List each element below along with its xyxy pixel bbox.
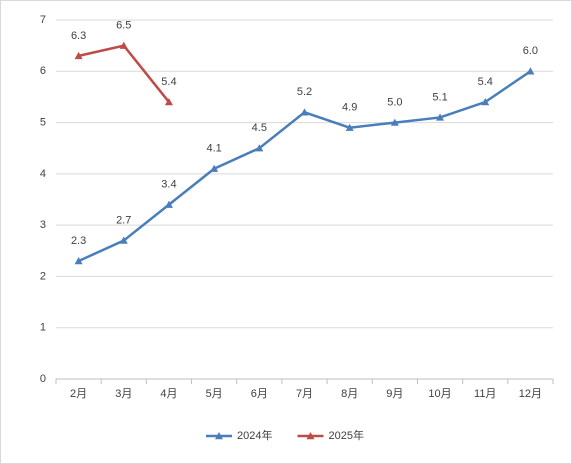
legend-label: 2024年 <box>237 428 272 442</box>
data-label: 5.4 <box>161 76 176 88</box>
data-label: 5.1 <box>432 91 447 103</box>
x-tick-label: 10月 <box>428 388 451 400</box>
y-tick-label: 0 <box>40 373 46 385</box>
point-marker <box>436 113 445 121</box>
point-marker <box>74 257 83 265</box>
point-marker <box>526 67 535 75</box>
point-marker <box>390 118 399 126</box>
data-label: 6.3 <box>71 30 86 42</box>
point-marker <box>255 144 264 152</box>
x-tick-label: 11月 <box>474 388 496 400</box>
data-label: 2.7 <box>116 214 131 226</box>
x-tick-label: 9月 <box>386 388 403 400</box>
data-label: 4.1 <box>206 143 221 155</box>
x-tick-label: 5月 <box>206 388 223 400</box>
data-label: 4.5 <box>252 122 267 134</box>
x-tick-label: 2月 <box>70 388 87 400</box>
data-label: 5.2 <box>297 86 312 98</box>
legend-label: 2025年 <box>328 428 363 442</box>
y-tick-label: 1 <box>40 322 46 334</box>
point-marker <box>119 41 128 49</box>
x-tick-label: 12月 <box>519 388 542 400</box>
x-tick-label: 4月 <box>160 388 177 400</box>
point-marker <box>119 236 128 244</box>
y-tick-label: 2 <box>40 270 46 282</box>
y-tick-label: 6 <box>40 65 46 77</box>
legend-marker <box>306 432 315 440</box>
y-tick-label: 4 <box>40 168 46 180</box>
data-label: 5.0 <box>387 96 402 108</box>
point-marker <box>481 98 490 106</box>
x-tick-label: 7月 <box>296 388 313 400</box>
point-marker <box>210 164 219 172</box>
x-tick-label: 8月 <box>341 388 358 400</box>
data-label: 4.9 <box>342 102 357 114</box>
point-marker <box>74 51 83 60</box>
point-marker <box>164 200 173 208</box>
point-marker <box>300 108 309 116</box>
data-label: 2.3 <box>71 235 86 247</box>
x-tick-label: 3月 <box>115 388 132 400</box>
point-marker <box>164 98 173 106</box>
data-label: 6.0 <box>523 45 538 57</box>
legend-marker <box>215 432 223 440</box>
y-tick-label: 7 <box>40 14 46 26</box>
data-label: 3.4 <box>161 179 176 191</box>
y-tick-label: 3 <box>40 219 46 231</box>
point-marker <box>345 123 354 131</box>
y-tick-label: 5 <box>40 116 46 128</box>
x-tick-label: 6月 <box>251 388 268 400</box>
data-label: 5.4 <box>478 76 493 88</box>
data-label: 6.5 <box>116 20 131 32</box>
